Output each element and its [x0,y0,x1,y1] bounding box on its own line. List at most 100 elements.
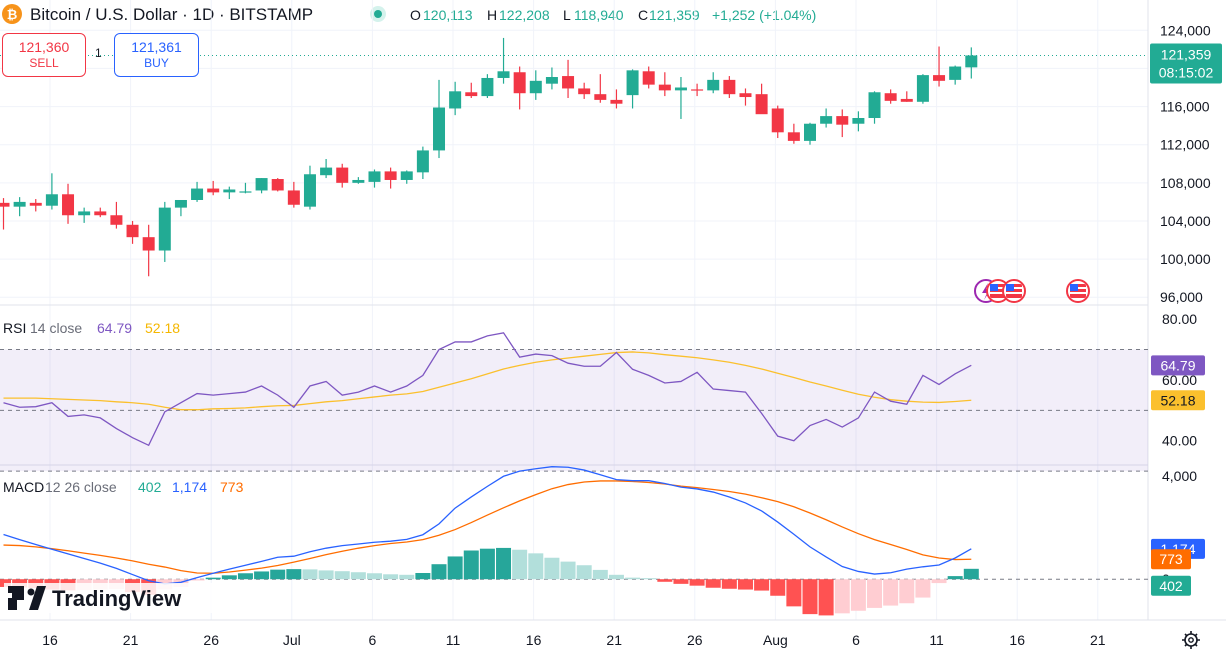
candle[interactable] [400,170,413,184]
candle[interactable] [239,182,252,194]
candle[interactable] [465,82,478,98]
macd-histogram-bar[interactable] [931,579,947,584]
macd-histogram-bar[interactable] [915,579,931,598]
macd-histogram-bar[interactable] [963,568,979,580]
candle[interactable] [594,74,607,103]
economic-events[interactable] [974,279,1090,303]
macd-histogram-bar[interactable] [512,549,528,580]
candle[interactable] [303,165,316,210]
candle[interactable] [804,122,816,145]
macd-histogram-bar[interactable] [802,579,818,615]
macd-histogram-bar[interactable] [850,579,866,611]
candle[interactable] [13,197,26,217]
candle[interactable] [642,66,655,89]
candle[interactable] [626,69,639,109]
candle[interactable] [852,111,865,132]
macd-histogram-bar[interactable] [592,569,608,580]
macd-histogram-bar[interactable] [302,569,318,580]
macd-histogram-bar[interactable] [415,573,431,580]
macd-histogram-bar[interactable] [205,577,221,580]
candle[interactable] [271,178,284,192]
macd-histogram-bar[interactable] [576,565,592,580]
candle[interactable] [94,207,107,218]
candle[interactable] [158,201,171,262]
buy-button[interactable]: 121,361 BUY [114,33,199,77]
candle[interactable] [110,201,123,229]
macd-legend-name[interactable]: MACD [3,479,44,495]
macd-histogram-bar[interactable] [689,579,705,586]
order-quantity[interactable]: 1 [95,46,102,60]
candle[interactable] [691,83,704,97]
candle[interactable] [433,79,446,159]
candle[interactable] [739,88,752,106]
macd-histogram-bar[interactable] [673,579,689,584]
macd-histogram-bar[interactable] [528,553,544,580]
candle[interactable] [933,46,946,87]
candle[interactable] [223,186,236,200]
macd-histogram-bar[interactable] [318,570,334,580]
macd-histogram-bar[interactable] [254,571,270,580]
candle[interactable] [787,123,800,144]
candle[interactable] [287,181,300,208]
macd-histogram-bar[interactable] [721,579,737,589]
tradingview-logo[interactable]: TradingView [4,583,214,613]
macd-histogram-bar[interactable] [237,573,253,580]
candle[interactable] [529,70,542,100]
macd-histogram-bar[interactable] [350,572,366,580]
candle[interactable] [674,77,687,119]
price-pane[interactable] [0,37,1148,277]
candle[interactable] [610,89,623,109]
candle[interactable] [900,91,913,102]
macd-histogram-bar[interactable] [834,579,850,614]
macd-histogram-bar[interactable] [431,564,447,580]
macd-histogram-bar[interactable] [899,579,915,604]
candle[interactable] [949,65,962,85]
macd-signal-line[interactable] [3,480,972,574]
macd-histogram-bar[interactable] [479,548,495,580]
candle[interactable] [916,74,929,104]
candle[interactable] [174,199,187,217]
candle[interactable] [497,37,510,84]
candle[interactable] [884,89,897,104]
candle[interactable] [352,177,365,184]
candle[interactable] [142,224,155,277]
candle[interactable] [723,76,736,98]
macd-histogram-bar[interactable] [544,557,560,580]
macd-histogram-bar[interactable] [221,575,237,580]
candle[interactable] [29,199,42,212]
symbol-title[interactable]: Bitcoin / U.S. Dollar · 1D · BITSTAMP [30,5,313,24]
macd-histogram-bar[interactable] [867,579,883,608]
sell-button[interactable]: 121,360 SELL [2,33,86,77]
candle[interactable] [513,66,526,110]
macd-histogram-bar[interactable] [270,569,286,580]
candle[interactable] [0,198,10,230]
candle[interactable] [449,81,462,116]
macd-histogram-bar[interactable] [447,556,463,580]
candle[interactable] [836,109,849,138]
candle[interactable] [368,169,381,188]
macd-histogram-bar[interactable] [625,577,641,580]
rsi-line[interactable] [3,332,972,447]
us-flag-event-icon[interactable] [1066,279,1090,303]
candle[interactable] [820,108,833,128]
rsi-ma-line[interactable] [3,351,972,411]
macd-histogram-bar[interactable] [608,574,624,580]
candle[interactable] [45,173,58,210]
macd-histogram-bar[interactable] [818,579,834,616]
candle[interactable] [255,178,268,194]
macd-histogram-bar[interactable] [737,579,753,590]
rsi-pane[interactable] [0,332,1148,472]
macd-histogram-bar[interactable] [286,569,302,580]
macd-histogram-bar[interactable] [560,561,576,580]
macd-histogram-bar[interactable] [754,579,770,591]
candle[interactable] [545,67,558,90]
candle[interactable] [416,146,429,180]
macd-histogram-bar[interactable] [947,576,963,580]
macd-histogram-bar[interactable] [770,579,786,596]
us-flag-event-icon[interactable] [1002,279,1026,303]
candle[interactable] [207,180,220,196]
candle[interactable] [562,59,575,98]
candle[interactable] [481,74,494,98]
macd-histogram-bar[interactable] [786,579,802,607]
